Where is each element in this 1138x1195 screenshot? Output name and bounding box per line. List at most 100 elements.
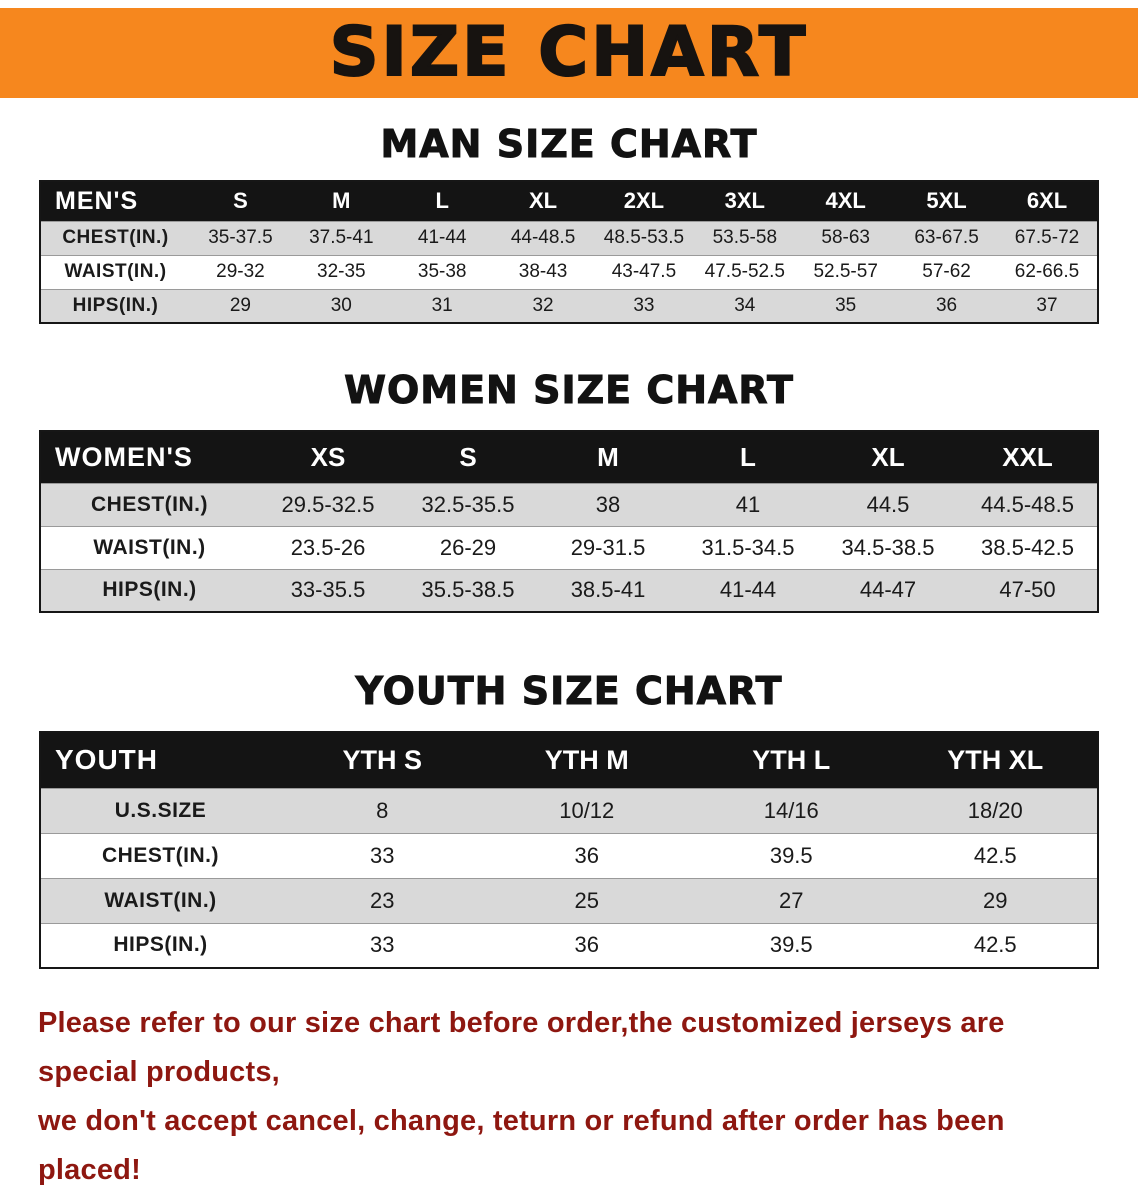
row-label: WAIST(IN.) <box>40 254 190 289</box>
size-cell: 42.5 <box>893 832 1098 878</box>
size-column-header: YTH L <box>689 732 894 788</box>
size-column-header: 6XL <box>997 181 1098 221</box>
size-cell: 44.5-48.5 <box>958 482 1098 526</box>
size-cell: 44.5 <box>818 482 958 526</box>
size-cell: 23.5-26 <box>258 525 398 569</box>
mens-corner-label: MEN'S <box>40 181 190 221</box>
size-cell: 35-38 <box>391 254 493 289</box>
size-cell: 33-35.5 <box>258 568 398 612</box>
size-column-header: M <box>538 431 678 483</box>
size-column-header: YTH S <box>280 732 485 788</box>
size-cell: 29-31.5 <box>538 525 678 569</box>
size-cell: 33 <box>593 288 695 323</box>
size-cell: 36 <box>484 832 689 878</box>
women-section-heading: WOMEN SIZE CHART <box>344 368 794 413</box>
size-cell: 35.5-38.5 <box>398 568 538 612</box>
size-cell: 41 <box>678 482 818 526</box>
row-label: HIPS(IN.) <box>40 288 190 323</box>
size-column-header: YTH M <box>484 732 689 788</box>
table-row-chest: CHEST(IN.) 35-37.5 37.5-41 41-44 44-48.5… <box>40 220 1098 255</box>
size-cell: 41-44 <box>391 220 493 255</box>
size-cell: 8 <box>280 787 485 833</box>
size-cell: 44-47 <box>818 568 958 612</box>
mens-header-row: MEN'S S M L XL 2XL 3XL 4XL 5XL 6XL <box>40 181 1098 221</box>
men-section-heading: MAN SIZE CHART <box>380 122 758 167</box>
size-cell: 26-29 <box>398 525 538 569</box>
table-row-hips: HIPS(IN.) 33 36 39.5 42.5 <box>40 922 1098 968</box>
size-column-header: 4XL <box>795 181 897 221</box>
size-column-header: S <box>190 181 291 221</box>
table-row-chest: CHEST(IN.) 29.5-32.5 32.5-35.5 38 41 44.… <box>40 482 1098 526</box>
size-column-header: 5XL <box>896 181 997 221</box>
size-chart-title: SIZE CHART <box>329 13 809 92</box>
size-cell: 63-67.5 <box>896 220 997 255</box>
row-label: WAIST(IN.) <box>40 877 280 923</box>
size-cell: 35-37.5 <box>190 220 291 255</box>
row-label: WAIST(IN.) <box>40 525 258 569</box>
size-cell: 31 <box>391 288 493 323</box>
size-column-header: 2XL <box>593 181 695 221</box>
size-cell: 33 <box>280 922 485 968</box>
size-column-header: XL <box>818 431 958 483</box>
size-cell: 39.5 <box>689 922 894 968</box>
size-cell: 34.5-38.5 <box>818 525 958 569</box>
youth-section-heading: YOUTH SIZE CHART <box>355 669 783 714</box>
size-cell: 48.5-53.5 <box>593 220 695 255</box>
size-cell: 37 <box>997 288 1098 323</box>
size-cell: 47.5-52.5 <box>694 254 796 289</box>
size-cell: 43-47.5 <box>593 254 695 289</box>
size-cell: 36 <box>484 922 689 968</box>
womens-size-table: WOMEN'S XS S M L XL XXL CHEST(IN.) 29.5-… <box>39 430 1099 613</box>
youth-size-table: YOUTH YTH S YTH M YTH L YTH XL U.S.SIZE … <box>39 731 1099 969</box>
womens-corner-label: WOMEN'S <box>40 431 258 483</box>
size-chart-banner: SIZE CHART <box>0 8 1138 98</box>
size-column-header: YTH XL <box>893 732 1098 788</box>
size-cell: 29.5-32.5 <box>258 482 398 526</box>
size-cell: 41-44 <box>678 568 818 612</box>
size-column-header: XS <box>258 431 398 483</box>
youth-header-row: YOUTH YTH S YTH M YTH L YTH XL <box>40 732 1098 788</box>
size-cell: 30 <box>290 288 392 323</box>
size-cell: 38 <box>538 482 678 526</box>
size-column-header: S <box>398 431 538 483</box>
size-cell: 42.5 <box>893 922 1098 968</box>
size-cell: 18/20 <box>893 787 1098 833</box>
row-label: CHEST(IN.) <box>40 482 258 526</box>
size-cell: 38.5-42.5 <box>958 525 1098 569</box>
size-column-header: L <box>678 431 818 483</box>
size-cell: 44-48.5 <box>492 220 594 255</box>
size-cell: 32.5-35.5 <box>398 482 538 526</box>
size-cell: 47-50 <box>958 568 1098 612</box>
table-row-ussize: U.S.SIZE 8 10/12 14/16 18/20 <box>40 787 1098 833</box>
size-cell: 10/12 <box>484 787 689 833</box>
size-cell: 39.5 <box>689 832 894 878</box>
table-row-waist: WAIST(IN.) 29-32 32-35 35-38 38-43 43-47… <box>40 254 1098 289</box>
size-cell: 58-63 <box>795 220 897 255</box>
size-cell: 52.5-57 <box>795 254 897 289</box>
mens-size-table: MEN'S S M L XL 2XL 3XL 4XL 5XL 6XL CHEST… <box>39 180 1099 324</box>
size-cell: 33 <box>280 832 485 878</box>
size-cell: 36 <box>896 288 997 323</box>
size-cell: 62-66.5 <box>997 254 1098 289</box>
size-cell: 14/16 <box>689 787 894 833</box>
size-cell: 27 <box>689 877 894 923</box>
size-cell: 29-32 <box>190 254 291 289</box>
size-cell: 32-35 <box>290 254 392 289</box>
size-cell: 67.5-72 <box>997 220 1098 255</box>
size-cell: 38.5-41 <box>538 568 678 612</box>
table-row-chest: CHEST(IN.) 33 36 39.5 42.5 <box>40 832 1098 878</box>
womens-header-row: WOMEN'S XS S M L XL XXL <box>40 431 1098 483</box>
row-label: CHEST(IN.) <box>40 832 280 878</box>
row-label: HIPS(IN.) <box>40 568 258 612</box>
row-label: CHEST(IN.) <box>40 220 190 255</box>
size-column-header: 3XL <box>694 181 796 221</box>
size-cell: 31.5-34.5 <box>678 525 818 569</box>
size-cell: 34 <box>694 288 796 323</box>
disclaimer-line-1: Please refer to our size chart before or… <box>38 1007 1005 1088</box>
size-cell: 35 <box>795 288 897 323</box>
size-cell: 57-62 <box>896 254 997 289</box>
row-label: U.S.SIZE <box>40 787 280 833</box>
size-cell: 25 <box>484 877 689 923</box>
disclaimer-text: Please refer to our size chart before or… <box>0 999 1138 1195</box>
table-row-waist: WAIST(IN.) 23 25 27 29 <box>40 877 1098 923</box>
